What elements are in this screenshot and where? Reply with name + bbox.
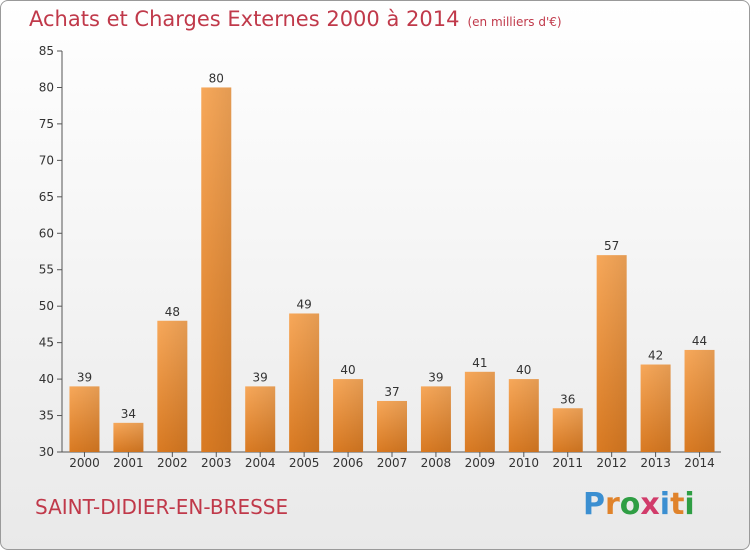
x-tick-label: 2013 — [640, 456, 671, 470]
bar-shade — [377, 400, 407, 452]
y-tick-label: 35 — [39, 409, 54, 423]
x-tick-label: 2008 — [421, 456, 452, 470]
x-tick-label: 2006 — [333, 456, 364, 470]
bar-shade — [552, 408, 583, 452]
x-tick-label: 2012 — [596, 456, 627, 470]
bar-value-label: 39 — [253, 370, 268, 384]
bar-shade — [464, 371, 495, 452]
bar-shade — [333, 379, 364, 452]
chart-title-text: Achats et Charges Externes 2000 à 2014 — [29, 7, 460, 31]
bar-value-label: 40 — [340, 363, 355, 377]
x-tick-label: 2007 — [377, 456, 408, 470]
x-tick-label: 2009 — [465, 456, 496, 470]
bar-value-label: 37 — [384, 385, 399, 399]
bar-value-label: 41 — [472, 356, 487, 370]
proxiti-logo: Proxiti — [583, 487, 695, 522]
y-tick-label: 55 — [39, 263, 54, 277]
x-tick-label: 2004 — [245, 456, 276, 470]
chart-subtitle: (en milliers d'€) — [467, 15, 562, 29]
bar-value-label: 57 — [604, 239, 619, 253]
logo-letter: t — [670, 487, 685, 522]
bar-value-label: 48 — [165, 305, 180, 319]
y-tick-label: 45 — [39, 336, 54, 350]
x-tick-label: 2003 — [201, 456, 232, 470]
bar-value-label: 34 — [121, 407, 136, 421]
x-tick-label: 2014 — [684, 456, 715, 470]
x-tick-label: 2011 — [552, 456, 583, 470]
bar-shade — [201, 87, 232, 453]
bar-shade — [113, 422, 144, 452]
bar-shade — [157, 320, 188, 452]
y-tick-label: 65 — [39, 190, 54, 204]
x-tick-label: 2002 — [157, 456, 188, 470]
x-tick-label: 2000 — [69, 456, 100, 470]
x-tick-label: 2001 — [113, 456, 144, 470]
bar-shade — [508, 379, 539, 452]
bar-shade — [69, 386, 100, 452]
x-tick-label: 2010 — [509, 456, 540, 470]
logo-letter: x — [640, 487, 660, 522]
y-tick-label: 85 — [39, 44, 54, 58]
chart-title: Achats et Charges Externes 2000 à 2014 (e… — [29, 7, 562, 31]
bar-shade — [684, 349, 715, 452]
bar-value-label: 40 — [516, 363, 531, 377]
y-tick-label: 75 — [39, 117, 54, 131]
y-tick-label: 30 — [39, 445, 54, 459]
bar-shade — [289, 313, 320, 452]
bar-value-label: 80 — [209, 71, 224, 85]
bar-value-label: 39 — [77, 370, 92, 384]
bar-value-label: 39 — [428, 370, 443, 384]
y-tick-label: 60 — [39, 226, 54, 240]
bar-shade — [640, 364, 671, 452]
y-tick-label: 80 — [39, 80, 54, 94]
bar-value-label: 44 — [692, 334, 707, 348]
y-tick-label: 70 — [39, 153, 54, 167]
bar-shade — [420, 386, 451, 452]
logo-letter: o — [619, 487, 641, 522]
bar-shade — [245, 386, 276, 452]
logo-letter: P — [583, 487, 605, 522]
y-tick-label: 50 — [39, 299, 54, 313]
x-tick-label: 2005 — [289, 456, 320, 470]
bar-shade — [596, 255, 627, 452]
logo-letter: r — [605, 487, 620, 522]
bar-value-label: 36 — [560, 392, 575, 406]
commune-name: SAINT-DIDIER-EN-BRESSE — [35, 495, 289, 519]
logo-letter: i — [659, 487, 671, 522]
bar-value-label: 49 — [296, 297, 311, 311]
bar-value-label: 42 — [648, 349, 663, 363]
y-tick-label: 40 — [39, 372, 54, 386]
logo-letter: i — [684, 487, 695, 522]
